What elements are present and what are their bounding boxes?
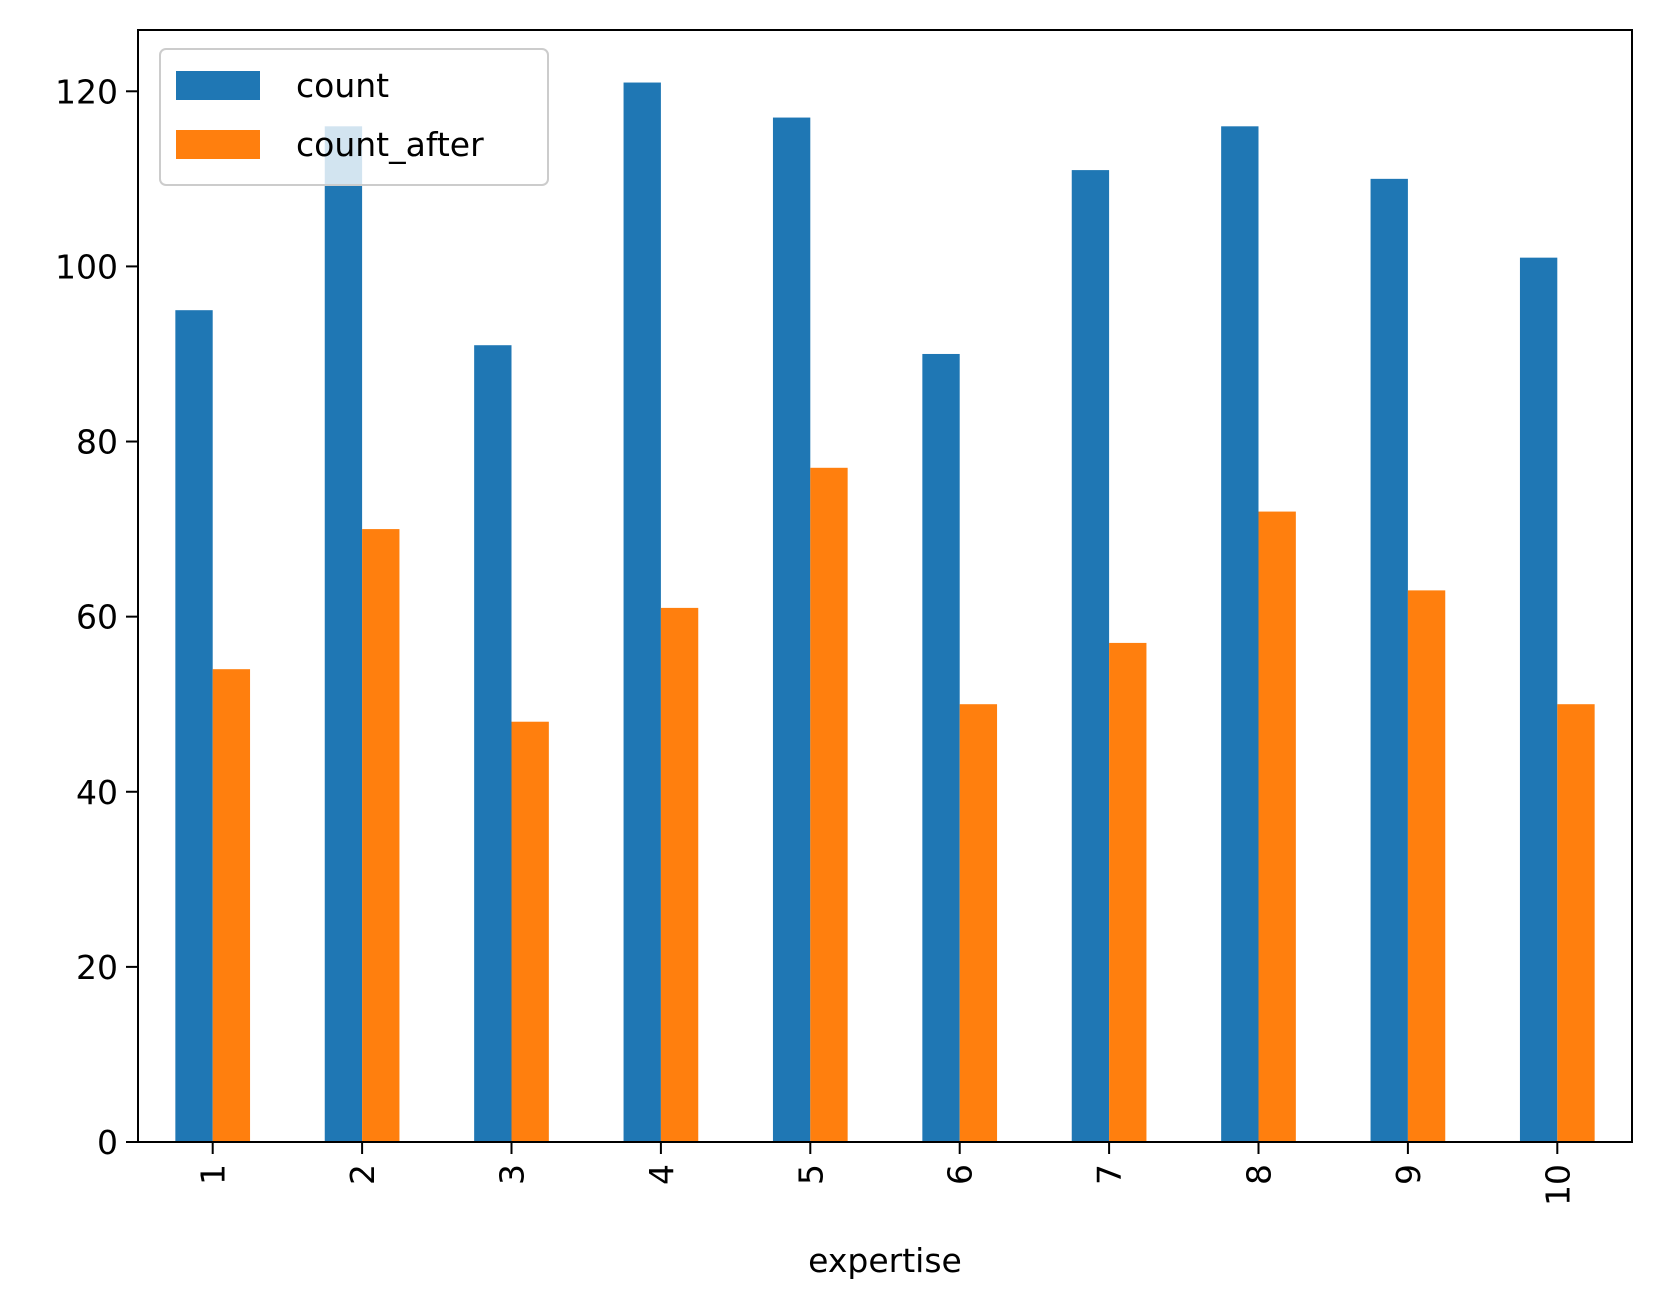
bar-count-10 (1519, 257, 1558, 1142)
bar-count_after-5 (810, 467, 848, 1142)
bar-count_after-9 (1407, 590, 1446, 1142)
x-tick-label: 10 (1538, 1164, 1577, 1206)
legend-label-count: count (296, 66, 389, 105)
x-tick-label: 4 (642, 1164, 681, 1185)
y-tick-label: 20 (76, 948, 118, 987)
bar-count_after-6 (959, 704, 998, 1142)
x-axis: 1 2 3 4 5 6 7 8 9 10 (194, 1142, 1577, 1206)
x-tick-label: 7 (1090, 1164, 1129, 1185)
y-tick-label: 80 (76, 423, 118, 462)
bar-count-1 (175, 310, 213, 1142)
bar-count_after-8 (1258, 511, 1296, 1142)
x-tick-label: 5 (791, 1164, 830, 1185)
x-tick-label: 1 (194, 1164, 233, 1185)
bar-count-4 (623, 82, 661, 1143)
bar-count_after-7 (1109, 642, 1147, 1142)
bar-count_after-2 (362, 529, 400, 1142)
bar-count_after-1 (212, 669, 251, 1142)
bar-count_after-4 (660, 607, 699, 1142)
bar-count-8 (1221, 126, 1259, 1143)
y-axis: 0 20 40 60 80 100 120 (55, 72, 138, 1162)
x-tick-label: 9 (1389, 1164, 1428, 1185)
legend: count count_after (159, 48, 549, 186)
y-tick-label: 120 (55, 72, 118, 111)
legend-swatch-count (176, 71, 260, 100)
bar-count_after-3 (511, 721, 549, 1142)
y-tick-label: 40 (76, 773, 118, 812)
x-tick-label: 3 (493, 1164, 532, 1185)
bar-count-6 (922, 353, 960, 1142)
bar-count-9 (1370, 178, 1408, 1142)
y-tick-label: 0 (97, 1123, 118, 1162)
x-tick-label: 6 (941, 1164, 980, 1185)
bar-count_after-10 (1557, 704, 1595, 1142)
y-tick-label: 60 (76, 598, 118, 637)
x-axis-title: expertise (808, 1241, 962, 1280)
x-tick-label: 2 (343, 1164, 382, 1185)
legend-swatch-count_after (176, 130, 260, 159)
bar-count-7 (1071, 170, 1110, 1142)
y-tick-label: 100 (55, 247, 118, 286)
bars-group (175, 82, 1595, 1143)
bar-count-2 (324, 126, 363, 1143)
plot-frame (137, 29, 1633, 1143)
x-tick-label: 8 (1240, 1164, 1279, 1185)
bar-count-5 (772, 117, 811, 1142)
bar-count-3 (474, 345, 512, 1142)
legend-label-count_after: count_after (296, 125, 484, 164)
